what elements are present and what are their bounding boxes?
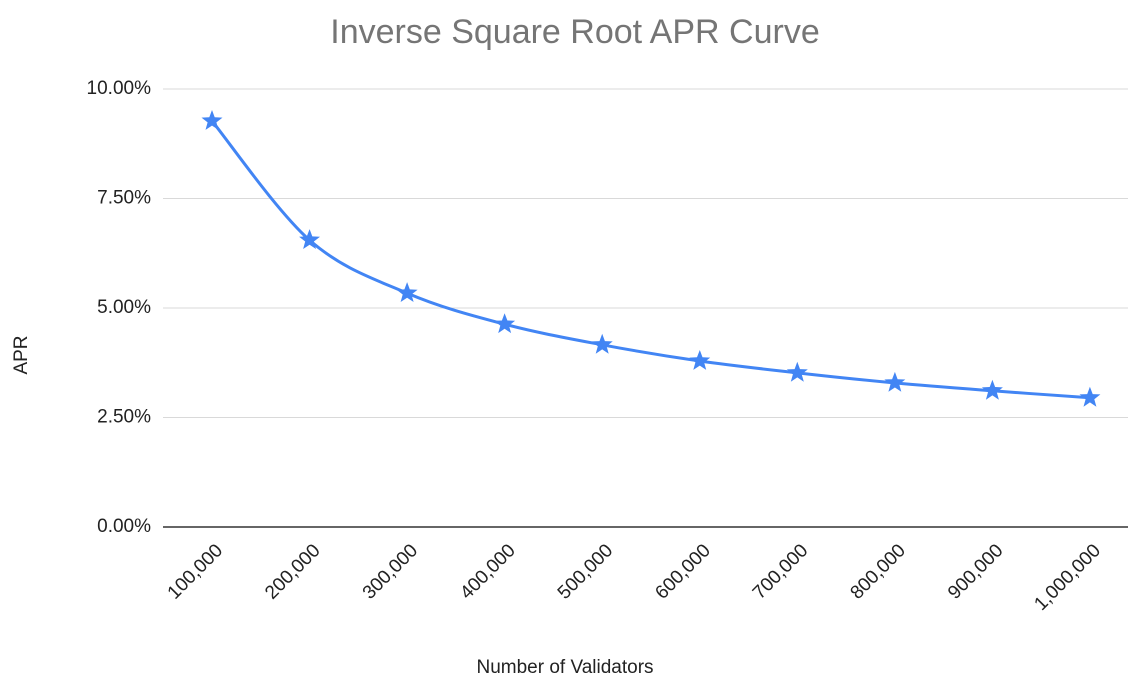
marker [396, 282, 418, 302]
line [210, 120, 1091, 400]
x-tick-label: 800,000 [847, 540, 910, 603]
x-tick-label: 300,000 [359, 540, 422, 603]
marker [201, 110, 223, 130]
marker [299, 229, 320, 249]
x-tick-label: 700,000 [749, 540, 812, 603]
y-tick-label: 5.00% [97, 297, 151, 318]
y-axis-label: APR [11, 335, 32, 374]
marker [689, 350, 711, 370]
chart-title: Inverse Square Root APR Curve [330, 13, 819, 51]
x-tick-label: 900,000 [944, 540, 1007, 603]
x-tick-label: 200,000 [261, 540, 324, 603]
y-tick-label: 7.50% [97, 188, 151, 209]
y-tick-label: 10.00% [87, 78, 152, 99]
marker [1079, 386, 1101, 407]
x-tick-label: 400,000 [456, 540, 519, 603]
marker [591, 333, 613, 354]
y-tick-label: 2.50% [97, 407, 151, 428]
marker [884, 371, 906, 392]
marker [786, 361, 808, 382]
x-tick-label: 1,000,000 [1030, 540, 1105, 615]
x-axis-label: Number of Validators [476, 657, 653, 678]
y-tick-label: 0.00% [97, 516, 151, 537]
marker [494, 313, 516, 334]
x-tick-label: 500,000 [554, 540, 617, 603]
marker [981, 379, 1003, 400]
x-tick-label: 600,000 [651, 540, 714, 603]
x-tick-label: 100,000 [164, 540, 227, 603]
